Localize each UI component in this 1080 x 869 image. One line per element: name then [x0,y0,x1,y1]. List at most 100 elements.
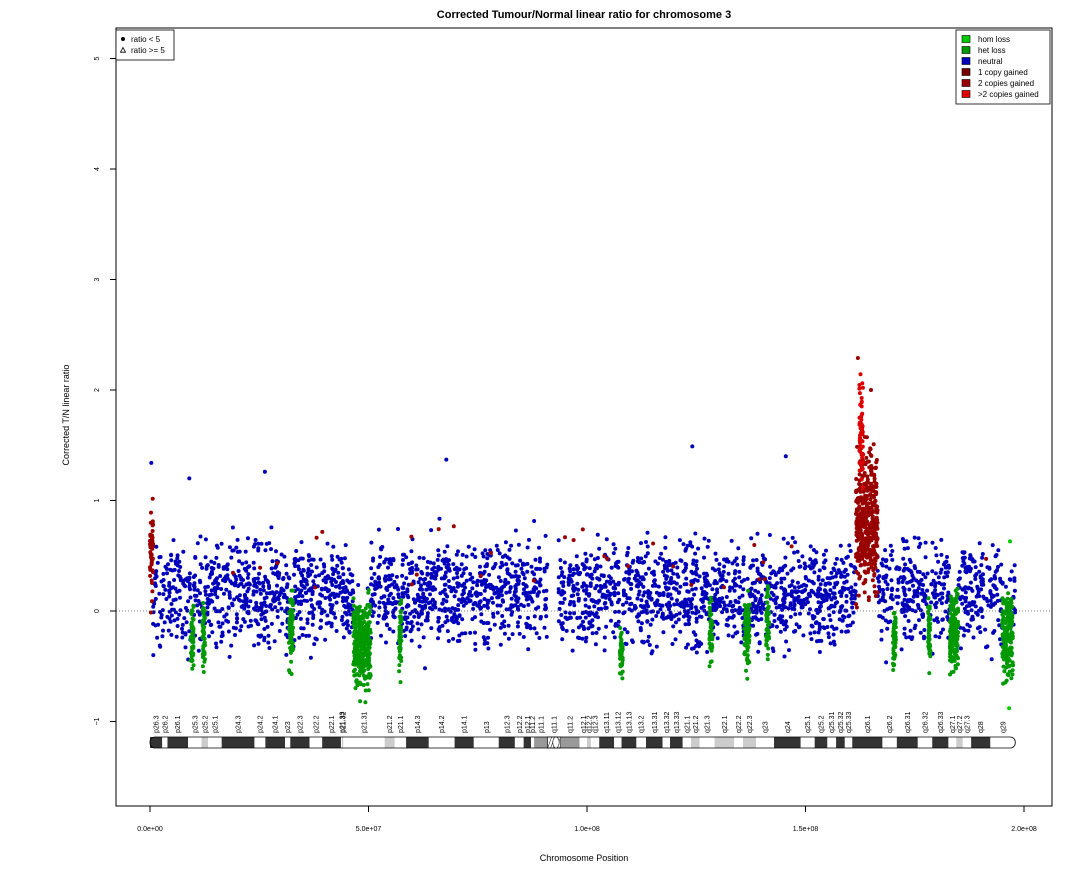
ideogram-band [932,737,948,748]
data-point [937,635,941,639]
data-point [581,620,585,624]
data-point [865,552,869,556]
data-point [351,588,355,592]
data-point [255,590,259,594]
data-point [563,535,567,539]
data-point [690,588,694,592]
data-point [167,581,171,585]
data-point [184,606,188,610]
data-point [796,581,800,585]
data-point [858,446,862,450]
data-point [783,600,787,604]
data-point [825,625,829,629]
data-point [845,580,849,584]
data-point [765,643,769,647]
data-point [559,622,563,626]
data-point [797,559,801,563]
data-point [558,607,562,611]
data-point [268,591,272,595]
data-point [193,594,197,598]
data-point [525,562,529,566]
data-point [710,623,714,627]
data-point [207,619,211,623]
data-point [695,573,699,577]
data-point [1005,660,1009,664]
data-point [589,581,593,585]
data-point [722,565,726,569]
data-point [600,573,604,577]
data-point [865,505,869,509]
data-point [634,579,638,583]
data-point [633,604,637,608]
data-point [968,624,972,628]
data-point [747,641,751,645]
data-point [945,555,949,559]
data-point [211,582,215,586]
data-point [159,555,163,559]
data-point [856,551,860,555]
data-point [700,586,704,590]
data-point [336,555,340,559]
data-point [708,635,712,639]
data-point [204,593,208,597]
data-point [735,556,739,560]
data-point [252,561,256,565]
data-point [722,600,726,604]
data-point [252,584,256,588]
data-point [1006,591,1010,595]
data-point [277,576,281,580]
data-point [714,552,718,556]
data-point [995,587,999,591]
data-point [966,629,970,633]
data-point [356,652,360,656]
data-point [291,614,295,618]
data-point [260,542,264,546]
data-point [510,561,514,565]
data-point [289,660,293,664]
data-point [890,558,894,562]
data-point [201,619,205,623]
data-point [865,435,869,439]
data-point [219,587,223,591]
data-point [1001,582,1005,586]
data-point [227,605,231,609]
data-point [330,592,334,596]
data-point [238,574,242,578]
data-point [857,594,861,598]
data-point [683,562,687,566]
data-point [854,570,858,574]
data-point [467,545,471,549]
data-point [341,566,345,570]
data-point [830,625,834,629]
data-point [454,589,458,593]
data-point [937,575,941,579]
data-point [784,454,788,458]
ideogram-band [715,737,735,748]
data-point [885,627,889,631]
data-point [674,637,678,641]
ideogram-band [622,737,637,748]
data-point [843,587,847,591]
data-point [158,645,162,649]
data-point [151,570,155,574]
data-point [981,615,985,619]
data-point [384,574,388,578]
data-point [519,567,523,571]
data-point [473,615,477,619]
data-point [840,630,844,634]
data-point [148,533,152,537]
data-point [206,585,210,589]
data-point [447,563,451,567]
data-point [408,567,412,571]
data-point [731,604,735,608]
data-point [1000,621,1004,625]
data-point [934,553,938,557]
data-point [185,620,189,624]
data-point [853,566,857,570]
data-point [806,600,810,604]
data-point [346,623,350,627]
data-point [815,620,819,624]
data-point [193,556,197,560]
data-point [489,551,493,555]
data-point [727,616,731,620]
